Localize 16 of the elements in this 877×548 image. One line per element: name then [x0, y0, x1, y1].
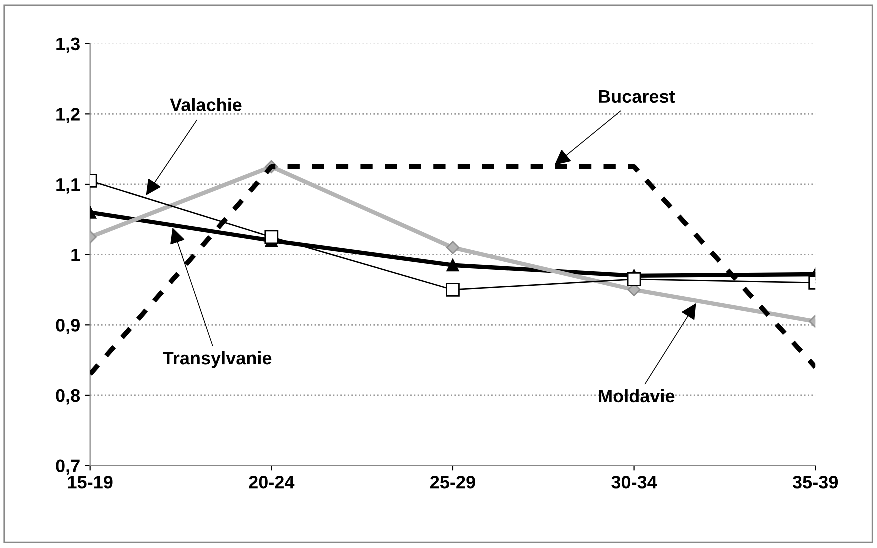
y-tick-label: 1,2 — [56, 108, 80, 124]
y-tick-label: 0,9 — [56, 319, 80, 334]
x-tick-label: 25-29 — [430, 476, 476, 489]
y-tick-label: 0,8 — [56, 389, 80, 405]
x-tick-label: 15-19 — [68, 476, 113, 489]
x-tick-label: 20-24 — [249, 476, 295, 489]
text: Transylvanie — [163, 351, 272, 368]
x-tick-label: 35-39 — [792, 476, 838, 489]
y-tick-label: 1,1 — [56, 178, 80, 194]
text: Moldavie — [599, 389, 675, 403]
text: Valachie — [170, 98, 242, 112]
x-tick-label: 30-34 — [612, 476, 658, 489]
y-tick-label: 1 — [72, 248, 80, 262]
y-tick-label: 0,7 — [56, 460, 80, 476]
y-tick-label: 1,3 — [56, 38, 80, 54]
text: Bucarest — [599, 90, 676, 104]
